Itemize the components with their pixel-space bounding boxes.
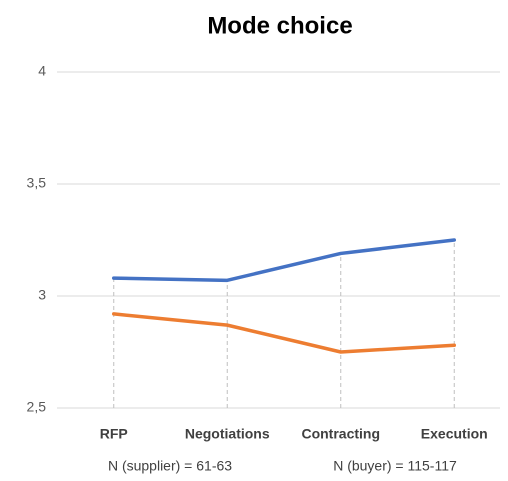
x-tick-label: RFP bbox=[100, 426, 128, 442]
annotation: N (buyer) = 115-117 bbox=[333, 458, 457, 474]
x-tick-label: Negotiations bbox=[185, 426, 270, 442]
x-tick-label: Contracting bbox=[301, 426, 380, 442]
line-series bbox=[112, 312, 456, 354]
y-tick-label: 2,5 bbox=[27, 399, 47, 415]
y-tick-label: 3 bbox=[38, 287, 46, 303]
x-tick-label: Execution bbox=[421, 426, 488, 442]
line-series bbox=[112, 238, 456, 283]
y-tick-label: 3,5 bbox=[27, 175, 47, 191]
y-tick-label: 4 bbox=[38, 63, 46, 79]
annotation: N (supplier) = 61-63 bbox=[108, 458, 232, 474]
chart-title: Mode choice bbox=[207, 12, 352, 39]
